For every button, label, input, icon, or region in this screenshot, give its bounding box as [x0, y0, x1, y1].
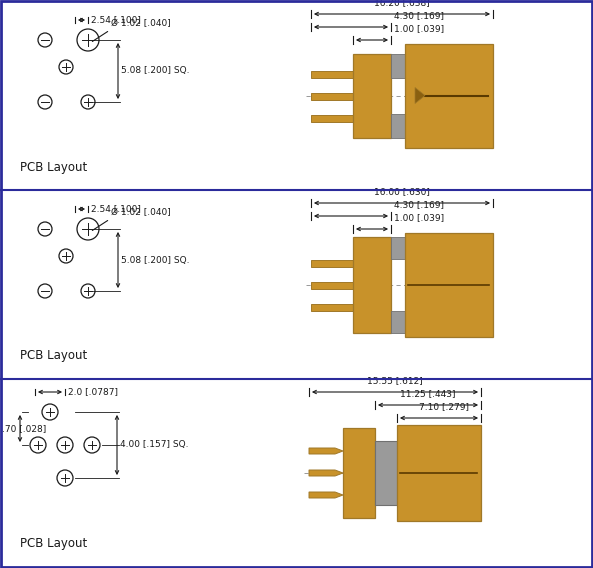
Text: Ø 1.02 [.040]: Ø 1.02 [.040] — [111, 19, 171, 28]
Bar — [405, 232, 493, 336]
Bar — [391, 236, 405, 258]
Bar — [391, 53, 405, 77]
Text: 2.0 [.0787]: 2.0 [.0787] — [68, 387, 118, 396]
Bar — [391, 114, 405, 137]
Text: PCB Layout: PCB Layout — [20, 349, 87, 362]
Text: PCB Layout: PCB Layout — [20, 161, 87, 173]
Text: 11.25 [.443]: 11.25 [.443] — [400, 389, 456, 398]
Bar — [311, 260, 353, 266]
Text: 4.30 [.169]: 4.30 [.169] — [394, 200, 444, 209]
Bar — [405, 44, 493, 148]
Text: 4.30 [.169]: 4.30 [.169] — [394, 11, 444, 20]
Bar — [311, 93, 353, 99]
Bar — [397, 425, 481, 521]
Text: 1.00 [.039]: 1.00 [.039] — [394, 24, 444, 33]
Bar — [391, 311, 405, 332]
Text: PCB Layout: PCB Layout — [20, 537, 87, 550]
Text: 16.00 [.630]: 16.00 [.630] — [374, 187, 430, 196]
Polygon shape — [415, 87, 425, 103]
Bar — [375, 441, 397, 505]
Polygon shape — [309, 492, 343, 498]
Bar — [353, 236, 391, 332]
Polygon shape — [309, 448, 343, 454]
Text: 16.20 [.638]: 16.20 [.638] — [374, 0, 430, 7]
Bar — [311, 70, 353, 77]
Text: 15.55 [.612]: 15.55 [.612] — [367, 376, 423, 385]
Text: 7.10 [.279]: 7.10 [.279] — [419, 402, 469, 411]
Polygon shape — [309, 470, 343, 476]
Text: 2.54 [.100]: 2.54 [.100] — [91, 15, 141, 24]
Text: 5.08 [.200] SQ.: 5.08 [.200] SQ. — [121, 256, 190, 265]
Bar — [311, 282, 353, 289]
Text: .70 [.028]: .70 [.028] — [2, 424, 46, 433]
Bar — [311, 303, 353, 311]
Text: 5.08 [.200] SQ.: 5.08 [.200] SQ. — [121, 66, 190, 76]
Text: 4.00 [.157] SQ.: 4.00 [.157] SQ. — [120, 441, 189, 449]
Bar — [343, 428, 375, 518]
Bar — [311, 115, 353, 122]
Bar — [353, 53, 391, 137]
Text: 2.54 [.100]: 2.54 [.100] — [91, 204, 141, 214]
Text: 1.00 [.039]: 1.00 [.039] — [394, 213, 444, 222]
Text: Ø 1.02 [.040]: Ø 1.02 [.040] — [111, 208, 171, 217]
